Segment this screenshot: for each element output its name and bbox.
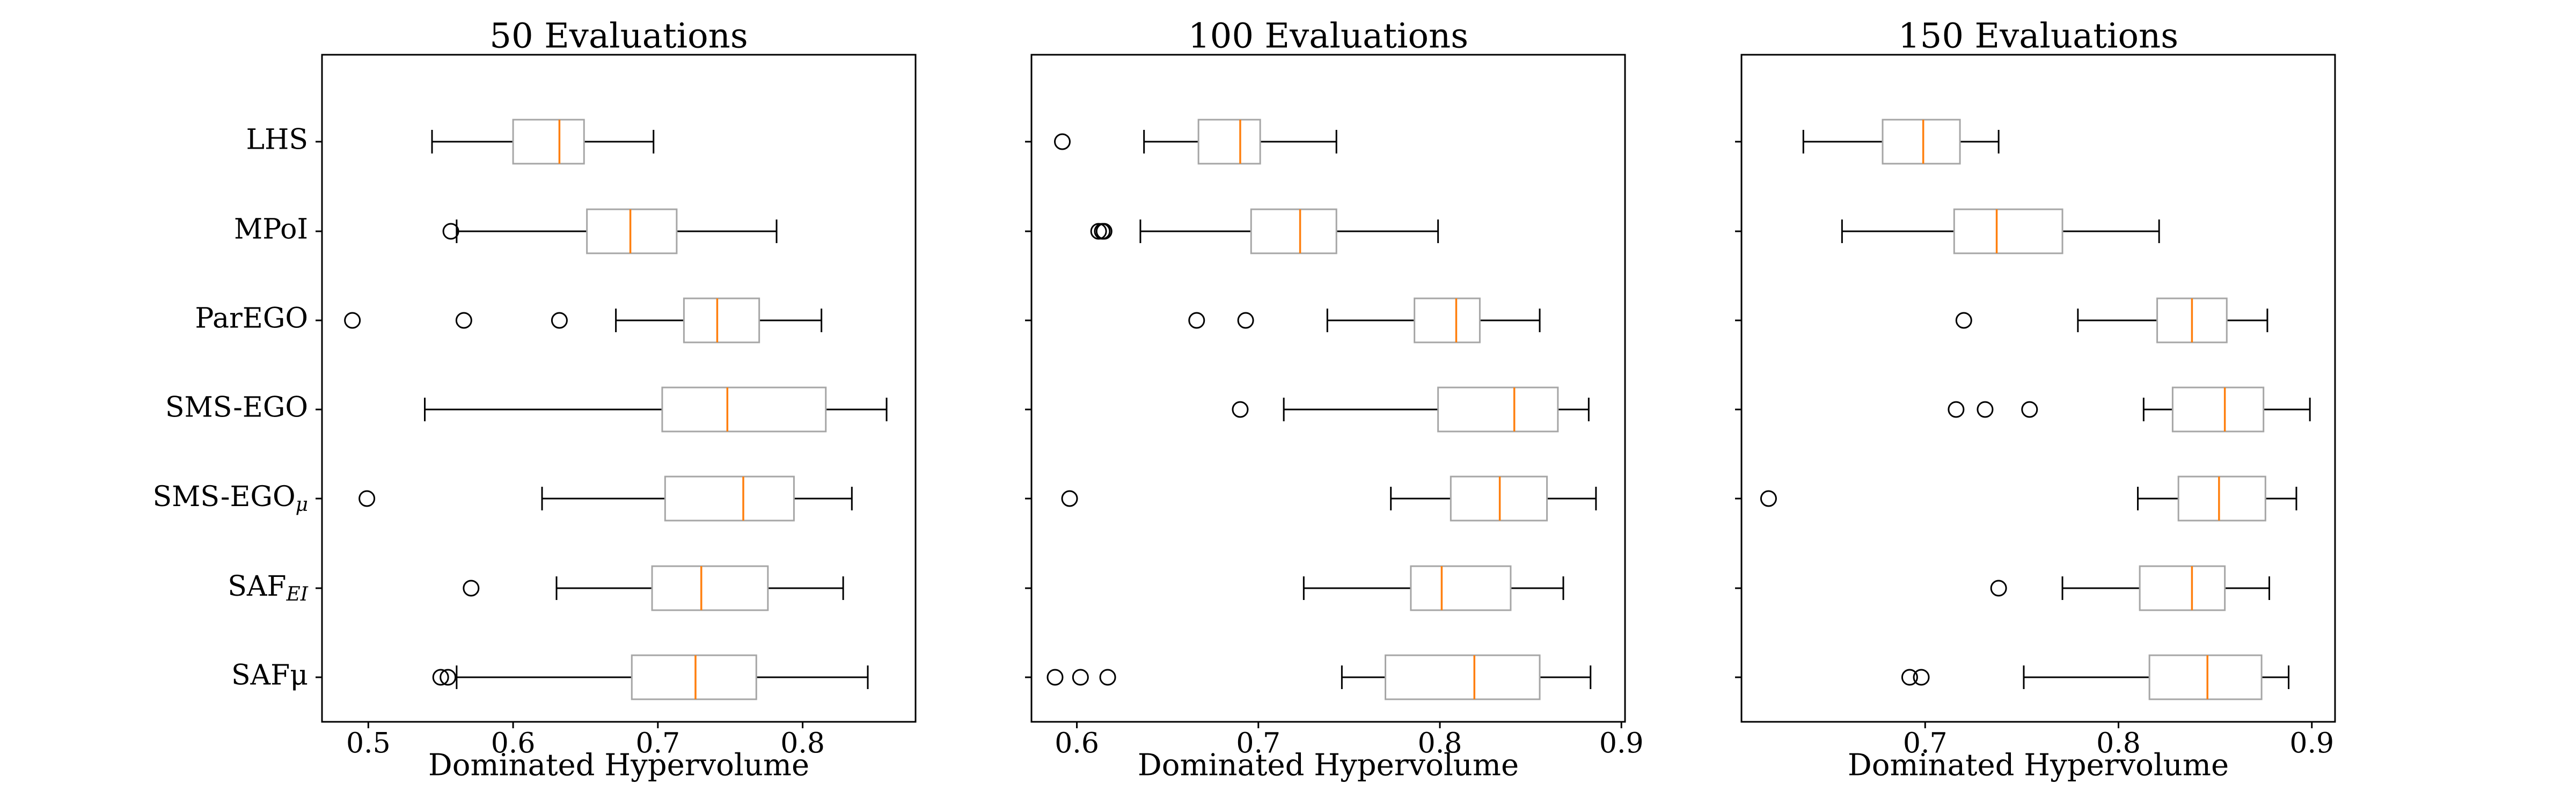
outlier-point: [1099, 669, 1116, 686]
outlier-point: [455, 312, 472, 329]
iqr-box: [2148, 654, 2263, 700]
iqr-box: [1414, 297, 1481, 343]
outlier-point: [1053, 133, 1071, 150]
box-1: LHS: [246, 119, 655, 165]
iqr-box: [1437, 386, 1559, 433]
box-7: SAFμ: [231, 654, 869, 700]
iqr-box: [661, 386, 827, 433]
outlier-point: [1061, 490, 1078, 507]
outlier-point: [2021, 401, 2038, 418]
x-tick-label: 0.5: [346, 728, 391, 760]
box-5: [1025, 475, 1597, 522]
box-2: MPoI: [234, 208, 778, 254]
x-tick-label: 0.8: [780, 728, 825, 760]
iqr-box: [1197, 119, 1261, 165]
iqr-box: [2171, 386, 2265, 433]
iqr-box: [1385, 654, 1541, 700]
x-axis-label: Dominated Hypervolume: [1138, 748, 1519, 783]
x-tick-label: 0.9: [1599, 728, 1644, 760]
outlier-point: [551, 312, 568, 329]
outlier-point: [1990, 580, 2007, 597]
iqr-box: [651, 565, 769, 611]
outlier-point: [1955, 312, 1972, 329]
box-1: [1025, 119, 1337, 165]
outlier-point: [1046, 669, 1064, 686]
box-2: [1025, 208, 1439, 254]
outlier-point: [1913, 669, 1930, 686]
iqr-box: [1882, 119, 1961, 165]
box-4: [1025, 386, 1590, 433]
box-6: [1735, 565, 2271, 611]
y-tick-label: SAFμ: [231, 660, 308, 692]
outlier-point: [358, 490, 376, 507]
outlier-point: [1232, 401, 1249, 418]
box-5: [1735, 475, 2297, 522]
box-1: [1735, 119, 2000, 165]
axes-frame: [1030, 54, 1626, 723]
box-6: [1025, 565, 1564, 611]
outlier-point: [1188, 312, 1205, 329]
x-tick-label: 0.8: [2096, 728, 2141, 760]
x-tick-label: 0.9: [2289, 728, 2334, 760]
chart-title: 50 Evaluations: [489, 17, 748, 56]
outlier-point: [1237, 312, 1254, 329]
box-3: [1735, 297, 2268, 343]
box-3: ParEGO: [195, 297, 823, 343]
box-3: [1025, 297, 1541, 343]
box-6: SAFEI: [228, 565, 844, 611]
outlier-point: [440, 669, 457, 686]
iqr-box: [631, 654, 757, 700]
outlier-point: [463, 580, 480, 597]
iqr-box: [512, 119, 585, 165]
outlier-point: [1090, 223, 1107, 240]
axes-frame: [321, 54, 917, 723]
chart-title: 150 Evaluations: [1898, 17, 2178, 56]
chart-title: 100 Evaluations: [1188, 17, 1468, 56]
y-tick-label: SAFEI: [228, 570, 309, 606]
box-5: SMS-EGOμ: [153, 475, 853, 522]
x-axis-label: Dominated Hypervolume: [428, 748, 809, 783]
outlier-point: [1760, 490, 1777, 507]
y-tick-label: ParEGO: [195, 303, 308, 335]
box-4: SMS-EGO: [165, 386, 888, 433]
iqr-box: [1250, 208, 1337, 254]
iqr-box: [1953, 208, 2063, 254]
x-tick-label: 0.7: [635, 728, 680, 760]
outlier-point: [1948, 401, 1965, 418]
y-tick-label: SMS-EGO: [165, 392, 308, 424]
x-tick-label: 0.6: [1055, 728, 1099, 760]
iqr-box: [2177, 475, 2266, 522]
y-tick-label: MPoI: [234, 214, 308, 246]
outlier-point: [442, 223, 459, 240]
outlier-point: [1977, 401, 1994, 418]
box-7: [1025, 654, 1592, 700]
y-tick-label: SMS-EGOμ: [153, 481, 309, 516]
box-2: [1735, 208, 2160, 254]
subplot-3: 150 Evaluations 0.7 0.8 0.9 Dominated Hyperv…: [1735, 17, 2336, 783]
box-7: [1735, 654, 2290, 700]
x-tick-label: 0.8: [1418, 728, 1462, 760]
axes-frame: [1740, 54, 2336, 723]
x-tick-label: 0.6: [491, 728, 536, 760]
subplot-2: 100 Evaluations 0.6 0.7 0.8 0.9 Dominated Hyp…: [1025, 17, 1644, 783]
iqr-box: [1410, 565, 1512, 611]
box-4: [1735, 386, 2311, 433]
outlier-point: [1901, 669, 1918, 686]
outlier-point: [432, 669, 449, 686]
y-tick-label: LHS: [246, 124, 308, 156]
iqr-box: [683, 297, 760, 343]
x-axis-label: Dominated Hypervolume: [1848, 748, 2229, 783]
iqr-box: [2139, 565, 2226, 611]
x-tick-label: 0.7: [1236, 728, 1280, 760]
outlier-point: [344, 312, 361, 329]
outlier-point: [1072, 669, 1089, 686]
iqr-box: [664, 475, 795, 522]
x-tick-label: 0.7: [1903, 728, 1948, 760]
outlier-point: [1095, 223, 1113, 240]
iqr-box: [586, 208, 678, 254]
